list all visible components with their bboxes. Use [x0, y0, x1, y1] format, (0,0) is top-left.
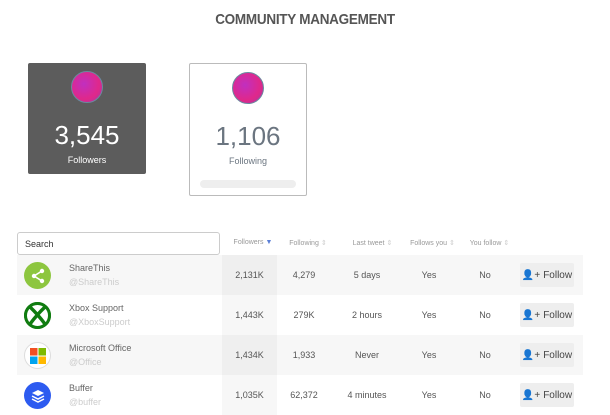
- you-follow-cell: No: [479, 310, 491, 320]
- follow-label: Follow: [543, 269, 573, 281]
- followers-label: Followers: [67, 155, 107, 165]
- following-cell: 1,933: [292, 350, 316, 360]
- last-tweet-cell: 5 days: [353, 270, 381, 280]
- sorted-column-cell: [222, 375, 277, 415]
- avatar: [71, 71, 103, 103]
- column-label: Follows you: [410, 240, 448, 247]
- follow-button[interactable]: 👤+ Follow: [520, 303, 574, 327]
- following-count: 1,106: [215, 121, 281, 151]
- followers-cell: 2,131K: [235, 270, 264, 280]
- sorted-column-cell: [222, 295, 277, 335]
- table-row[interactable]: Microsoft Office @Office 1,434K 1,933 Ne…: [17, 335, 583, 375]
- follow-button[interactable]: 👤+ Follow: [520, 383, 574, 407]
- sort-icon: ⇕: [503, 240, 510, 247]
- column-header-last-tweet[interactable]: Last tweet ⇕: [345, 239, 400, 247]
- table-row[interactable]: Xbox Support @XboxSupport 1,443K 279K 2 …: [17, 295, 583, 335]
- follows-you-cell: Yes: [421, 350, 437, 360]
- following-label: Following: [228, 156, 268, 166]
- account-name[interactable]: Microsoft Office: [69, 343, 132, 353]
- page-title: COMMUNITY MANAGEMENT: [215, 11, 395, 28]
- column-header-you-follow[interactable]: You follow ⇕: [462, 239, 517, 247]
- follows-you-cell: Yes: [421, 390, 437, 400]
- following-cell: 4,279: [292, 270, 316, 280]
- sorted-column-cell: [222, 255, 277, 295]
- account-name[interactable]: ShareThis: [69, 263, 111, 273]
- follow-button[interactable]: 👤+ Follow: [520, 343, 574, 367]
- table-row[interactable]: Buffer @buffer 1,035K 62,372 4 minutes Y…: [17, 375, 583, 415]
- add-user-icon: 👤+: [521, 269, 541, 281]
- followers-cell: 1,443K: [235, 310, 264, 320]
- column-header-followers[interactable]: Followers ▼: [228, 239, 278, 246]
- follow-label: Follow: [543, 349, 573, 361]
- avatar: [232, 72, 264, 104]
- add-user-icon: 👤+: [521, 309, 541, 321]
- column-label: Followers: [233, 239, 264, 246]
- office-icon: [24, 342, 51, 369]
- account-handle: @buffer: [69, 397, 101, 407]
- table-row[interactable]: ShareThis @ShareThis 2,131K 4,279 5 days…: [17, 255, 583, 295]
- account-handle: @Office: [69, 357, 102, 367]
- follows-you-cell: Yes: [421, 310, 437, 320]
- sort-desc-icon: ▼: [265, 239, 273, 246]
- account-handle: @XboxSupport: [69, 317, 131, 327]
- followers-count: 3,545: [54, 120, 120, 150]
- sort-icon: ⇕: [386, 240, 393, 247]
- follow-label: Follow: [543, 309, 573, 321]
- progress-bar: [200, 180, 296, 188]
- following-cell: 62,372: [290, 390, 318, 400]
- xbox-icon: [24, 302, 51, 329]
- share-icon: [24, 262, 51, 289]
- account-name[interactable]: Xbox Support: [69, 303, 124, 313]
- you-follow-cell: No: [479, 350, 491, 360]
- column-header-following[interactable]: Following ⇕: [283, 239, 333, 247]
- column-label: You follow: [469, 240, 502, 247]
- followers-card[interactable]: 3,545 Followers: [28, 63, 146, 174]
- buffer-icon: [24, 382, 51, 409]
- you-follow-cell: No: [479, 390, 491, 400]
- add-user-icon: 👤+: [521, 349, 541, 361]
- following-card[interactable]: 1,106 Following: [189, 63, 307, 196]
- followers-cell: 1,035K: [235, 390, 264, 400]
- last-tweet-cell: Never: [354, 350, 379, 360]
- account-name[interactable]: Buffer: [69, 383, 93, 393]
- follow-label: Follow: [543, 389, 573, 401]
- followers-cell: 1,434K: [235, 350, 264, 360]
- sorted-column-cell: [222, 335, 277, 375]
- follow-button[interactable]: 👤+ Follow: [520, 263, 574, 287]
- sort-icon: ⇕: [320, 240, 327, 247]
- search-input[interactable]: [17, 232, 220, 255]
- account-handle: @ShareThis: [69, 277, 120, 287]
- column-label: Following: [289, 240, 319, 247]
- sort-icon: ⇕: [449, 240, 455, 247]
- column-header-follows-you[interactable]: Follows you ⇕: [405, 239, 460, 247]
- you-follow-cell: No: [479, 270, 491, 280]
- column-label: Last tweet: [352, 240, 385, 247]
- follows-you-cell: Yes: [421, 270, 437, 280]
- add-user-icon: 👤+: [521, 389, 541, 401]
- last-tweet-cell: 2 hours: [351, 310, 383, 320]
- following-cell: 279K: [293, 310, 315, 320]
- last-tweet-cell: 4 minutes: [347, 390, 387, 400]
